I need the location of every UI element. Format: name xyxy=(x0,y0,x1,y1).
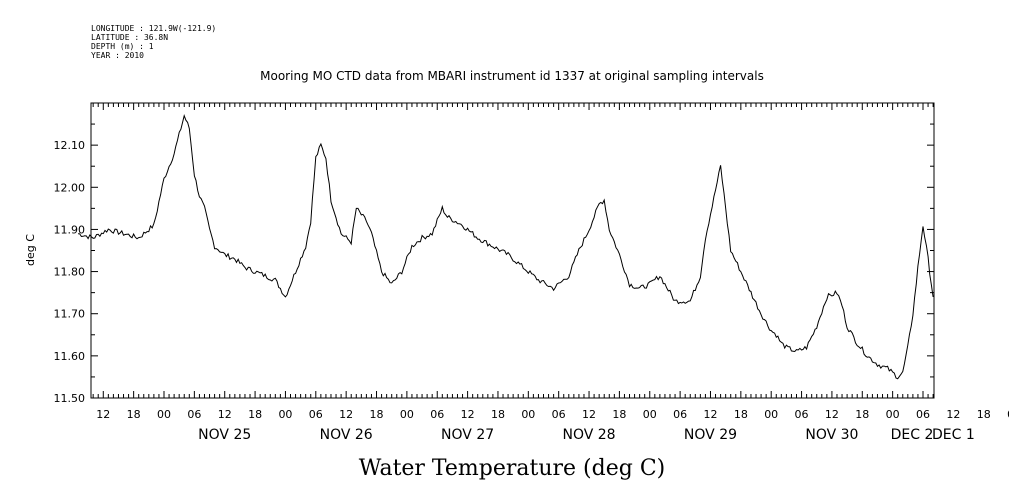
longitude-label: LONGITUDE : 121.9W(-121.9) xyxy=(91,24,216,33)
x-day-label: NOV 30 xyxy=(805,427,858,443)
y-axis-label: deg C xyxy=(24,234,37,266)
x-tick-label: 00 xyxy=(764,408,778,421)
chart-title: Mooring MO CTD data from MBARI instrumen… xyxy=(260,69,764,83)
plot-frame xyxy=(90,102,935,399)
x-tick-label: 00 xyxy=(886,408,900,421)
x-tick-label: 06 xyxy=(187,408,201,421)
x-tick-label: 06 xyxy=(552,408,566,421)
x-day-label: DEC 1 xyxy=(932,427,975,443)
x-axis-label: Water Temperature (deg C) xyxy=(359,456,666,481)
x-tick-label: 00 xyxy=(521,408,535,421)
x-tick-label: 18 xyxy=(248,408,262,421)
x-day-label: NOV 25 xyxy=(198,427,251,443)
x-tick-label: 12 xyxy=(825,408,839,421)
x-tick-label: 06 xyxy=(673,408,687,421)
x-tick-label: 00 xyxy=(157,408,171,421)
y-tick-label: 11.70 xyxy=(54,308,86,321)
x-tick-label: 12 xyxy=(703,408,717,421)
x-tick-label: 12 xyxy=(96,408,110,421)
y-tick-label: 11.60 xyxy=(54,350,86,363)
x-day-label: NOV 26 xyxy=(320,427,373,443)
y-tick-labels: 11.50 11.60 11.70 11.80 11.90 12.00 12.10 xyxy=(54,139,86,405)
x-tick-label: 18 xyxy=(734,408,748,421)
x-tick-label: 12 xyxy=(582,408,596,421)
water-temperature-line xyxy=(77,114,934,380)
axis-ticks xyxy=(91,102,934,399)
x-tick-label: 18 xyxy=(370,408,384,421)
x-day-labels: NOV 25 NOV 26 NOV 27 NOV 28 NOV 29 NOV 30 DEC … xyxy=(198,427,975,443)
y-tick-label: 11.80 xyxy=(54,266,86,279)
x-tick-label: 18 xyxy=(127,408,141,421)
x-tick-label: 12 xyxy=(339,408,353,421)
x-day-label: NOV 29 xyxy=(684,427,737,443)
x-tick-label: 18 xyxy=(855,408,869,421)
x-tick-label: 06 xyxy=(916,408,930,421)
x-tick-label: 00 xyxy=(643,408,657,421)
y-tick-label: 12.10 xyxy=(54,139,86,152)
year-label: YEAR : 2010 xyxy=(91,51,144,60)
y-tick-label: 11.50 xyxy=(54,392,86,405)
x-tick-labels: 12 18 00 06 12 18 00 06 12 18 00 06 12 18 00 06 12 18 00 06… xyxy=(96,408,1009,421)
x-tick-label: 18 xyxy=(977,408,991,421)
x-tick-label: 18 xyxy=(612,408,626,421)
y-tick-label: 12.00 xyxy=(54,181,86,194)
x-day-label: NOV 27 xyxy=(441,427,494,443)
x-tick-label: 12 xyxy=(218,408,232,421)
x-tick-label: 00 xyxy=(1007,408,1009,421)
x-tick-label: 12 xyxy=(946,408,960,421)
depth-label: DEPTH (m) : 1 xyxy=(91,42,154,51)
x-tick-label: 18 xyxy=(491,408,505,421)
latitude-label: LATITUDE : 36.8N xyxy=(91,33,168,42)
x-day-label: NOV 28 xyxy=(562,427,615,443)
y-tick-label: 11.90 xyxy=(54,223,86,236)
x-tick-label: 12 xyxy=(461,408,475,421)
x-tick-label: 00 xyxy=(400,408,414,421)
x-day-label: DEC 2 xyxy=(891,427,934,443)
x-tick-label: 06 xyxy=(309,408,323,421)
x-tick-label: 06 xyxy=(795,408,809,421)
x-tick-label: 00 xyxy=(278,408,292,421)
x-tick-label: 06 xyxy=(430,408,444,421)
